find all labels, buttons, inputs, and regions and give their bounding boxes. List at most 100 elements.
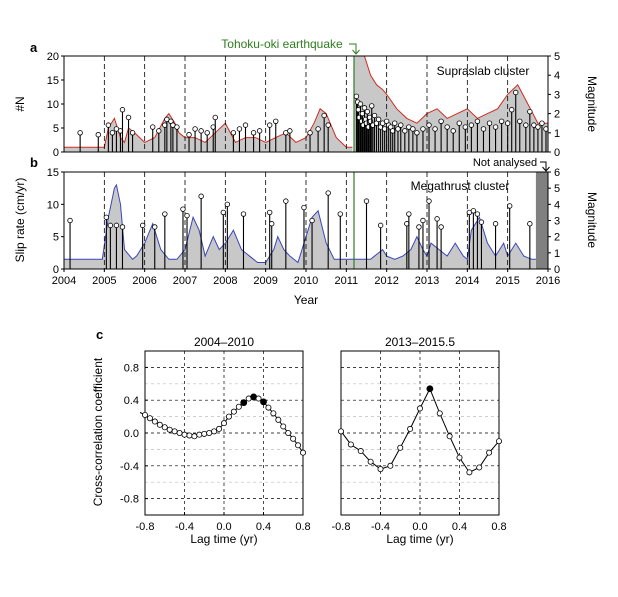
stem-point-b-9: [184, 212, 190, 219]
y-axis-right-label-b: Magnitude: [585, 192, 599, 248]
stem-point-b-20: [337, 211, 343, 217]
x-axis-label-c-left: Lag time (yr): [190, 532, 257, 546]
stem-point-a-27: [267, 122, 273, 128]
stem-point-a-64: [398, 122, 404, 128]
cc-point-c-right-6: [397, 444, 404, 451]
stem-point-b-33: [478, 219, 485, 225]
panel-c: c 2004–2010 2013–2015.5 -0.8 -0.4 0.0 0.4 0.…: [91, 327, 507, 546]
cc-point-c-right-2: [357, 448, 364, 455]
stem-point-b-24: [406, 211, 412, 217]
title-supraslab: Supraslab cluster: [437, 64, 530, 78]
cc-point-c-left-16: [216, 425, 223, 432]
stem-point-b-16: [283, 198, 289, 204]
x-tick-label-2010: 2010: [294, 275, 318, 287]
cc-point-c-left-19: [230, 408, 237, 415]
x-tick-label-c-left-0: 0.0: [216, 521, 231, 533]
stem-point-a-31: [307, 130, 313, 136]
x-tick-label-c-right--0.4: -0.4: [371, 521, 390, 533]
cc-point-c-right-15: [486, 449, 493, 456]
y-right-tick-label-b-1: 1: [554, 248, 560, 260]
x-tick-label-c-right--0.8: -0.8: [332, 521, 351, 533]
y-tick-label-a-20: 20: [47, 51, 59, 63]
stem-point-a-50: [369, 103, 375, 109]
cc-point-c-left-32: [295, 442, 302, 449]
stem-point-a-88: [527, 108, 533, 115]
x-tick-label-2008: 2008: [213, 275, 237, 287]
stem-point-a-19: [204, 130, 210, 136]
x-tick-label-c-right-0.8: 0.8: [491, 521, 506, 533]
stem-point-b-17: [301, 204, 307, 211]
cc-point-c-left-10: [186, 432, 193, 439]
cc-point-c-left-4: [156, 421, 163, 428]
stem-point-b-15: [269, 221, 275, 227]
cc-point-c-left-30: [285, 429, 292, 436]
y-tick-label-b-10: 10: [47, 199, 59, 211]
y-axis-right-ticks-b: 0 1 2 3 4 5 6: [548, 167, 560, 276]
stem-point-a-39: [357, 101, 364, 107]
x-tick-label-c-left-0.8: 0.8: [295, 521, 310, 533]
y-right-tick-label-a-5: 5: [554, 51, 560, 63]
cc-point-c-right-13: [466, 469, 473, 476]
stem-point-a-32: [315, 126, 321, 132]
stem-point-a-28: [273, 118, 279, 124]
tohoku-annotation: Tohoku-oki earthquake: [221, 37, 343, 51]
not-analysed-band: [535, 172, 548, 269]
stem-point-a-65: [402, 128, 408, 134]
cc-point-c-right-12: [456, 454, 463, 461]
stem-point-a-52: [371, 112, 378, 119]
stem-point-b-10: [198, 193, 204, 199]
stem-point-b-13: [240, 211, 247, 217]
stem-point-a-22: [230, 130, 237, 136]
y-right-tick-label-a-2: 2: [554, 109, 560, 121]
stem-point-a-68: [414, 130, 420, 136]
cc-point-c-left-29: [280, 423, 287, 430]
x-tick-label-2016: 2016: [536, 275, 560, 287]
x-tick-label-c-left--0.8: -0.8: [136, 521, 155, 533]
area-series-supraslab: [64, 55, 548, 152]
y-axis-label-c: Cross-correlation coefficient: [91, 357, 105, 506]
stem-point-a-43: [361, 105, 368, 111]
y-tick-label-a-15: 15: [47, 75, 59, 87]
stem-point-a-78: [474, 118, 481, 124]
cc-point-c-right-7: [407, 425, 414, 432]
cc-point-c-right-4: [377, 466, 384, 473]
stem-point-a-15: [174, 124, 180, 130]
x-tick-label-2007: 2007: [173, 275, 197, 287]
stem-point-b-5: [139, 222, 146, 229]
x-tick-label-c-right-0.4: 0.4: [452, 521, 467, 533]
stem-point-a-90: [535, 124, 541, 130]
stem-point-a-85: [513, 89, 519, 96]
stem-point-b-7: [162, 211, 168, 217]
stem-point-b-18: [309, 217, 315, 224]
y-right-tick-label-b-0: 0: [554, 264, 560, 276]
panel-label-b: b: [30, 155, 38, 170]
cc-point-c-left-1: [141, 411, 148, 418]
stem-point-a-8: [129, 130, 136, 136]
stem-point-a-0: [77, 130, 83, 136]
cc-point-c-left-27: [270, 410, 277, 417]
cc-point-c-right-5: [387, 462, 394, 469]
stem-point-a-74: [450, 128, 456, 134]
y-tick-label-c-left--0.4: -0.4: [120, 461, 139, 473]
stem-point-b-31: [470, 208, 477, 214]
cc-point-c-right-9: [426, 385, 434, 393]
cc-point-c-right-10: [436, 410, 443, 417]
stem-point-a-82: [498, 118, 505, 124]
stem-point-a-23: [236, 126, 243, 132]
x-tick-label-2006: 2006: [132, 275, 156, 287]
stem-point-a-46: [364, 108, 371, 115]
panel-label-a: a: [30, 40, 38, 55]
tohoku-arrow: [349, 43, 357, 53]
stem-point-a-16: [186, 132, 192, 138]
cc-point-c-left-21: [240, 399, 248, 407]
cc-point-c-left-24: [255, 395, 262, 402]
panel-label-c: c: [96, 327, 103, 342]
stem-point-b-32: [474, 211, 481, 217]
stem-point-a-7: [125, 114, 132, 121]
stem-point-a-79: [480, 126, 487, 132]
stem-series-magnitude-a: [77, 89, 549, 152]
tohoku-arrow-head: [352, 49, 360, 55]
cc-point-c-right-14: [476, 464, 483, 471]
cc-point-c-left-20: [235, 403, 242, 410]
